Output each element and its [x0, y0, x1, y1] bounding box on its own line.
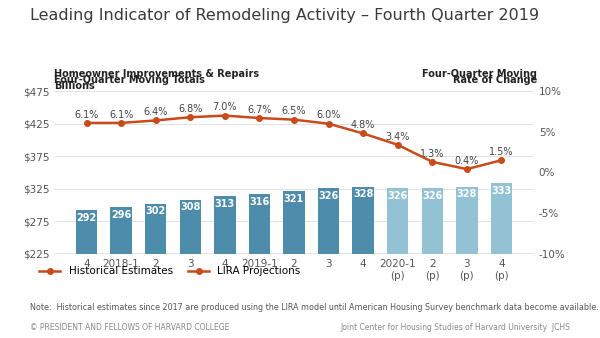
Bar: [352, 187, 374, 254]
Text: 326: 326: [388, 191, 408, 200]
Text: Four-Quarter Moving Totals: Four-Quarter Moving Totals: [54, 75, 205, 85]
Text: © PRESIDENT AND FELLOWS OF HARVARD COLLEGE: © PRESIDENT AND FELLOWS OF HARVARD COLLE…: [30, 323, 229, 332]
Text: 6.4%: 6.4%: [143, 107, 168, 117]
Bar: [491, 184, 512, 254]
Bar: [283, 191, 305, 254]
Text: 328: 328: [457, 189, 477, 199]
Text: 302: 302: [146, 206, 166, 216]
Bar: [76, 210, 97, 254]
Legend: Historical Estimates, LIRA Projections: Historical Estimates, LIRA Projections: [35, 262, 305, 281]
Text: Billions: Billions: [54, 81, 95, 91]
Bar: [422, 188, 443, 254]
Text: 333: 333: [491, 186, 512, 196]
Text: Leading Indicator of Remodeling Activity – Fourth Quarter 2019: Leading Indicator of Remodeling Activity…: [30, 8, 539, 23]
Text: 313: 313: [215, 199, 235, 209]
Text: 4.8%: 4.8%: [351, 120, 376, 130]
Text: 328: 328: [353, 189, 373, 199]
Text: 6.0%: 6.0%: [316, 111, 341, 120]
Bar: [145, 203, 166, 254]
Text: 326: 326: [422, 191, 442, 200]
Bar: [249, 194, 270, 254]
Text: 321: 321: [284, 194, 304, 204]
Bar: [456, 187, 478, 254]
Text: 296: 296: [111, 210, 131, 220]
Text: Joint Center for Housing Studies of Harvard University  JCHS: Joint Center for Housing Studies of Harv…: [340, 323, 570, 332]
Text: 6.5%: 6.5%: [282, 106, 306, 116]
Bar: [387, 188, 409, 254]
Bar: [318, 188, 339, 254]
Text: 308: 308: [180, 202, 200, 212]
Text: 0.4%: 0.4%: [455, 156, 479, 166]
Text: 6.8%: 6.8%: [178, 104, 202, 114]
Bar: [110, 208, 132, 254]
Text: 1.5%: 1.5%: [489, 147, 514, 157]
Text: Homeowner Improvements & Repairs: Homeowner Improvements & Repairs: [54, 69, 259, 79]
Text: 6.1%: 6.1%: [74, 110, 99, 120]
Text: 292: 292: [76, 213, 97, 223]
Bar: [214, 196, 236, 254]
Text: 6.1%: 6.1%: [109, 110, 133, 120]
Text: Note:  Historical estimates since 2017 are produced using the LIRA model until A: Note: Historical estimates since 2017 ar…: [30, 303, 599, 312]
Text: 3.4%: 3.4%: [386, 131, 410, 142]
Bar: [179, 200, 201, 254]
Text: 326: 326: [319, 191, 339, 200]
Text: 7.0%: 7.0%: [212, 102, 237, 112]
Text: 1.3%: 1.3%: [420, 149, 445, 159]
Text: 6.7%: 6.7%: [247, 105, 272, 115]
Text: 316: 316: [249, 197, 269, 207]
Text: Four-Quarter Moving: Four-Quarter Moving: [422, 69, 537, 79]
Text: Rate of Change: Rate of Change: [453, 75, 537, 85]
